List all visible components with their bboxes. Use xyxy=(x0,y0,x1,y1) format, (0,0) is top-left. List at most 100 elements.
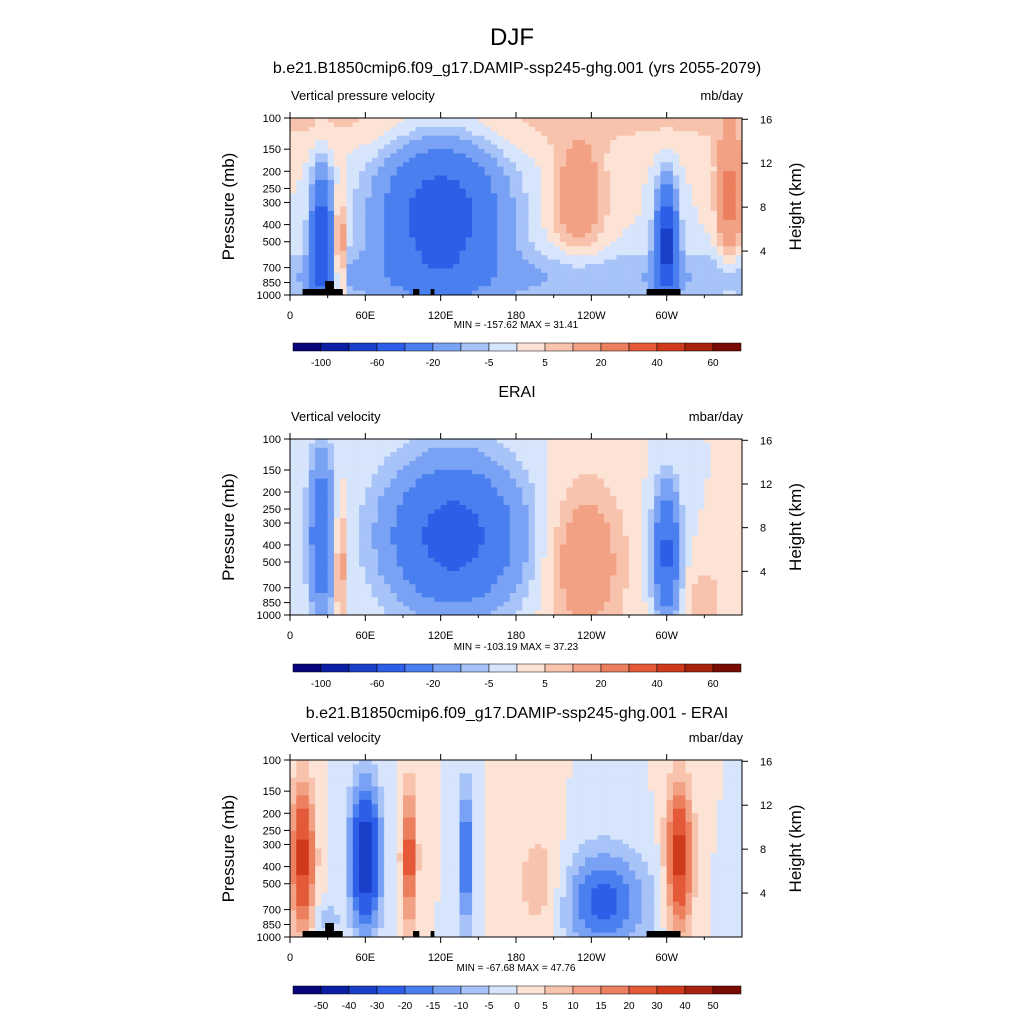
heatmap-cell xyxy=(478,544,486,550)
heatmap-cell xyxy=(578,487,586,493)
heatmap-cell xyxy=(516,153,523,159)
heatmap-cell xyxy=(566,264,573,269)
heatmap-cell xyxy=(641,500,649,506)
heatmap-cell xyxy=(729,487,737,493)
heatmap-cell xyxy=(321,553,329,559)
heatmap-cell xyxy=(528,465,536,471)
heatmap-cell xyxy=(434,153,442,159)
heatmap-cell xyxy=(541,487,548,493)
heatmap-cell xyxy=(528,148,536,154)
heatmap-cell xyxy=(484,246,492,252)
heatmap-cell xyxy=(691,246,699,252)
heatmap-cell xyxy=(421,193,429,199)
heatmap-cell xyxy=(365,513,373,519)
heatmap-cell xyxy=(371,188,379,194)
heatmap-cell xyxy=(522,219,529,225)
heatmap-cell xyxy=(396,518,404,523)
heatmap-cell xyxy=(453,153,460,159)
heatmap-cell xyxy=(547,193,555,199)
x-tick-label: 120E xyxy=(428,310,454,322)
heatmap-cell xyxy=(691,197,699,203)
heatmap-cell xyxy=(641,505,649,510)
heatmap-cell xyxy=(321,171,329,176)
heatmap-cell xyxy=(603,540,611,545)
heatmap-cell xyxy=(377,126,385,132)
heatmap-cell xyxy=(333,286,341,291)
heatmap-cell xyxy=(308,259,316,265)
heatmap-cell xyxy=(428,162,435,168)
heatmap-cell xyxy=(415,166,423,172)
heatmap-cell xyxy=(622,553,630,559)
heatmap-cell xyxy=(710,206,718,212)
heatmap-cell xyxy=(553,148,561,154)
heatmap-cell xyxy=(647,474,655,479)
heatmap-cell xyxy=(384,215,391,221)
heatmap-cell xyxy=(691,184,699,190)
heatmap-cell xyxy=(585,553,592,559)
heatmap-cell xyxy=(308,487,316,493)
heatmap-cell xyxy=(723,549,730,554)
heatmap-cell xyxy=(528,126,536,132)
heatmap-cell xyxy=(377,219,385,225)
heatmap-cell xyxy=(484,439,492,444)
heatmap-cell xyxy=(666,461,674,466)
heatmap-cell xyxy=(585,549,592,554)
heatmap-cell xyxy=(597,135,605,141)
heatmap-cell xyxy=(685,540,693,545)
heatmap-cell xyxy=(534,184,542,190)
heatmap-cell xyxy=(403,202,410,207)
heatmap-cell xyxy=(359,452,366,457)
heatmap-cell xyxy=(359,281,366,287)
heatmap-cell xyxy=(409,210,416,216)
heatmap-cell xyxy=(396,478,404,484)
heatmap-cell xyxy=(534,259,542,265)
heatmap-cell xyxy=(547,250,555,256)
heatmap-cell xyxy=(566,188,573,194)
heatmap-cell xyxy=(377,179,385,185)
heatmap-cell xyxy=(296,272,303,278)
heatmap-cell xyxy=(691,509,699,515)
heatmap-cell xyxy=(547,233,555,238)
heatmap-cell xyxy=(729,140,737,145)
heatmap-cell xyxy=(641,518,649,523)
heatmap-cell xyxy=(440,219,448,225)
heatmap-cell xyxy=(654,224,661,230)
heatmap-cell xyxy=(547,175,555,181)
heatmap-cell xyxy=(465,474,473,479)
heatmap-cell xyxy=(654,268,661,274)
heatmap-cell xyxy=(641,443,649,449)
heatmap-cell xyxy=(534,557,542,563)
heatmap-cell xyxy=(315,487,322,493)
heatmap-cell xyxy=(453,531,460,537)
heatmap-cell xyxy=(553,518,561,523)
heatmap-cell xyxy=(698,496,705,501)
heatmap-cell xyxy=(296,557,303,563)
heatmap-cell xyxy=(365,496,373,501)
heatmap-cell xyxy=(346,126,354,132)
heatmap-cell xyxy=(396,286,404,291)
heatmap-cell xyxy=(578,496,586,501)
heatmap-cell xyxy=(616,224,624,230)
heatmap-cell xyxy=(396,250,404,256)
heatmap-cell xyxy=(321,522,329,528)
heatmap-cell xyxy=(327,469,335,475)
heatmap-cell xyxy=(603,246,611,252)
heatmap-cell xyxy=(679,487,686,493)
heatmap-cell xyxy=(641,478,649,484)
heatmap-cell xyxy=(704,162,712,168)
heatmap-cell xyxy=(597,491,605,497)
heatmap-cell xyxy=(446,241,454,247)
heatmap-cell xyxy=(704,500,712,506)
heatmap-cell xyxy=(622,135,630,141)
heatmap-cell xyxy=(566,505,573,510)
heatmap-cell xyxy=(610,544,617,550)
heatmap-cell xyxy=(302,527,310,532)
heatmap-cell xyxy=(541,153,548,159)
heatmap-cell xyxy=(302,153,310,159)
heatmap-cell xyxy=(716,241,724,247)
heatmap-cell xyxy=(396,157,404,163)
heatmap-cell xyxy=(509,461,517,466)
heatmap-cell xyxy=(723,456,730,462)
heatmap-cell xyxy=(704,452,712,457)
heatmap-cell xyxy=(503,219,511,225)
